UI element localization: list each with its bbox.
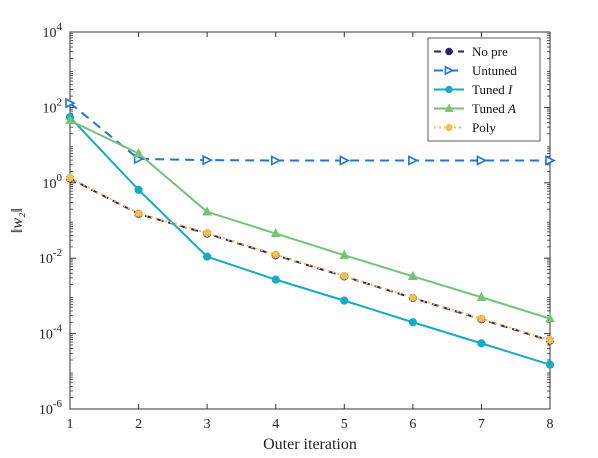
data-point bbox=[340, 296, 349, 305]
data-point bbox=[202, 206, 212, 216]
data-point bbox=[270, 228, 281, 238]
data-point bbox=[476, 291, 487, 301]
series-line bbox=[69, 119, 551, 320]
y-axis-label: ‖w₂‖ bbox=[9, 208, 26, 233]
x-axis-label: Outer iteration bbox=[263, 436, 357, 453]
legend-label: No pre bbox=[472, 44, 508, 59]
series-line bbox=[69, 176, 551, 342]
series-poly bbox=[66, 173, 554, 345]
data-point bbox=[545, 313, 555, 323]
legend-marker bbox=[444, 65, 455, 76]
x-tick-label: 5 bbox=[341, 417, 348, 432]
legend: No pre Untuned Tuned I Tuned A Poly bbox=[427, 37, 541, 142]
legend-item: No pre bbox=[434, 44, 508, 59]
y-tick-label: 100 bbox=[43, 172, 63, 192]
data-point bbox=[202, 154, 213, 166]
data-point bbox=[271, 250, 280, 259]
x-tick-label: 3 bbox=[204, 417, 211, 432]
legend-marker bbox=[445, 123, 453, 132]
data-point bbox=[270, 155, 282, 166]
legend-label: Tuned I bbox=[472, 82, 513, 97]
legend-label: Untuned bbox=[472, 63, 517, 78]
y-tick-label: 10-4 bbox=[39, 323, 63, 343]
x-tick-label: 1 bbox=[67, 417, 74, 432]
data-point bbox=[477, 339, 486, 348]
legend-item: Tuned A bbox=[434, 101, 516, 116]
plot-area bbox=[69, 31, 551, 410]
data-point bbox=[203, 252, 212, 261]
data-point bbox=[408, 155, 419, 166]
x-tick-label: 8 bbox=[547, 417, 554, 432]
data-point bbox=[408, 270, 418, 281]
data-point bbox=[545, 155, 556, 166]
data-point bbox=[134, 185, 143, 194]
x-tick-label: 2 bbox=[135, 417, 142, 432]
legend-label: Tuned A bbox=[472, 101, 516, 116]
axis-ticks: 1 2 3 4 5 6 7 8 10-6 10-4 10-2 100 102 104 bbox=[39, 21, 554, 432]
data-point bbox=[546, 336, 554, 345]
x-tick-label: 6 bbox=[409, 417, 416, 432]
y-tick-label: 10-6 bbox=[39, 398, 63, 418]
data-point bbox=[476, 155, 488, 166]
data-point bbox=[339, 249, 350, 259]
series-tuned-i bbox=[65, 113, 555, 369]
legend-marker bbox=[445, 47, 453, 56]
data-point bbox=[203, 228, 212, 237]
legend-label: Poly bbox=[472, 120, 496, 135]
data-point bbox=[340, 271, 349, 280]
y-tick-label: 102 bbox=[43, 96, 63, 116]
data-point bbox=[545, 360, 555, 369]
data-point bbox=[66, 173, 74, 182]
legend-marker bbox=[444, 103, 454, 112]
series-line bbox=[69, 102, 550, 162]
series-untuned bbox=[65, 97, 556, 166]
data-point bbox=[339, 155, 351, 166]
y-tick-label: 104 bbox=[43, 21, 63, 41]
data-point bbox=[133, 147, 144, 158]
data-point bbox=[65, 115, 75, 125]
data-point bbox=[65, 97, 76, 109]
data-point bbox=[408, 318, 417, 327]
series-tuned-a bbox=[65, 115, 555, 323]
x-tick-label: 7 bbox=[478, 417, 485, 432]
series-line bbox=[69, 116, 551, 366]
legend-marker bbox=[445, 85, 453, 94]
data-point bbox=[477, 314, 486, 323]
legend-item: Tuned I bbox=[434, 82, 513, 97]
y-tick-label: 10-2 bbox=[39, 247, 62, 267]
legend-item: Untuned bbox=[434, 63, 517, 78]
data-point bbox=[408, 293, 417, 302]
series-layer bbox=[65, 97, 556, 369]
data-point bbox=[134, 209, 143, 218]
plot-border bbox=[69, 31, 551, 410]
legend-item: Poly bbox=[434, 120, 496, 135]
data-point bbox=[271, 275, 280, 284]
x-tick-label: 4 bbox=[272, 417, 279, 432]
